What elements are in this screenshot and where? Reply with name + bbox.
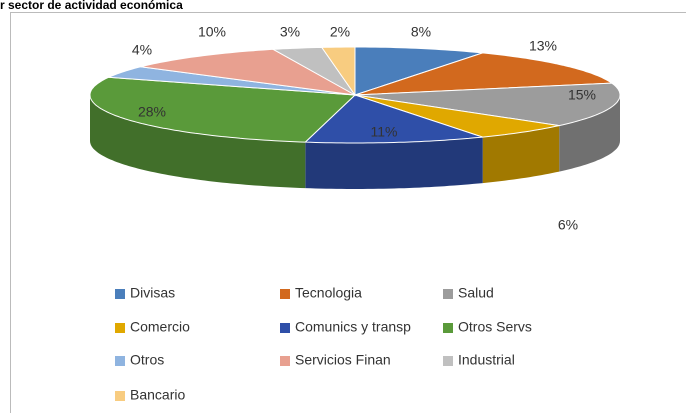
slice bbox=[89, 76, 357, 143]
slice bbox=[108, 66, 356, 96]
legend-label: Comunics y transp bbox=[295, 319, 411, 335]
data-label: 4% bbox=[132, 42, 152, 58]
legend-swatch bbox=[280, 289, 290, 299]
chart-title: r sector de actividad económica bbox=[0, 0, 183, 12]
legend-label: Tecnologia bbox=[295, 285, 362, 301]
legend-swatch bbox=[443, 289, 453, 299]
slice-side bbox=[90, 95, 306, 189]
data-label: 28% bbox=[138, 104, 166, 120]
slice bbox=[354, 94, 560, 138]
legend-swatch bbox=[115, 323, 125, 333]
legend-label: Otros bbox=[130, 352, 164, 368]
legend-swatch bbox=[280, 356, 290, 366]
slice-side bbox=[305, 137, 483, 189]
legend-label: Servicios Finan bbox=[295, 352, 391, 368]
legend-label: Divisas bbox=[130, 285, 175, 301]
data-label: 8% bbox=[411, 24, 431, 40]
data-label: 10% bbox=[198, 24, 226, 40]
data-label: 2% bbox=[330, 24, 350, 40]
data-label: 11% bbox=[371, 124, 398, 140]
slice bbox=[304, 94, 483, 144]
legend-label: Salud bbox=[458, 285, 494, 301]
slice bbox=[320, 46, 356, 97]
slice bbox=[271, 46, 356, 96]
slice bbox=[354, 82, 621, 127]
legend-swatch bbox=[443, 356, 453, 366]
slice-side bbox=[482, 125, 560, 184]
legend-label: Otros Servs bbox=[458, 319, 532, 335]
data-label: 13% bbox=[529, 38, 557, 54]
legend-label: Bancario bbox=[130, 387, 185, 403]
data-label: 15% bbox=[568, 87, 596, 103]
slice bbox=[354, 46, 483, 96]
legend-swatch bbox=[115, 356, 125, 366]
legend-swatch bbox=[115, 391, 125, 401]
legend-swatch bbox=[280, 323, 290, 333]
legend-swatch bbox=[443, 323, 453, 333]
chart-frame bbox=[10, 12, 686, 413]
slice-side bbox=[559, 95, 620, 172]
data-label: 3% bbox=[280, 24, 300, 40]
legend-label: Comercio bbox=[130, 319, 190, 335]
legend-swatch bbox=[115, 289, 125, 299]
slice bbox=[140, 48, 356, 96]
data-label: 6% bbox=[558, 217, 578, 233]
slice bbox=[354, 52, 614, 96]
legend-label: Industrial bbox=[458, 352, 515, 368]
